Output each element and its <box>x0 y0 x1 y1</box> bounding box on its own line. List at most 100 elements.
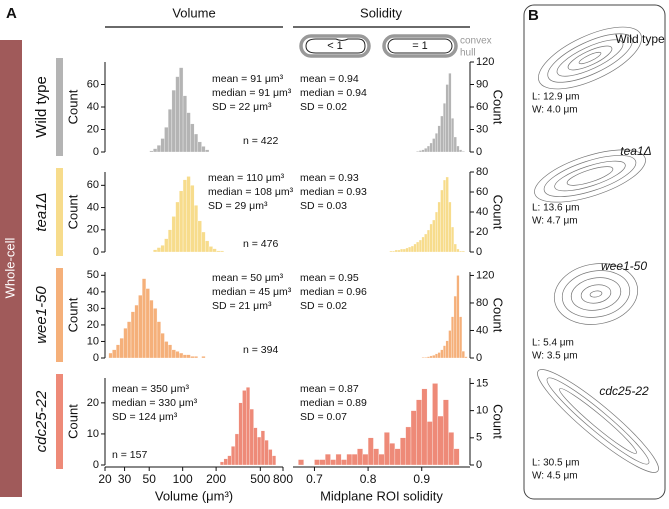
histogram-bar <box>392 250 396 253</box>
y-tick-label: 60 <box>476 101 488 113</box>
panel-b-frame <box>523 4 666 500</box>
histogram-bar <box>171 216 176 253</box>
histogram-bar <box>456 275 460 359</box>
histogram-bar <box>461 250 465 253</box>
histogram-bar <box>112 349 117 359</box>
x-tick-label: 100 <box>173 472 193 486</box>
y-tick-label: 0 <box>476 352 482 364</box>
histogram-bar <box>451 226 455 253</box>
histogram-bar <box>437 201 441 253</box>
stat-annotation: mean = 350 μm³ <box>112 383 189 395</box>
histogram-bar <box>453 243 457 253</box>
column-header: Volume <box>172 5 215 20</box>
histogram-bar <box>167 344 173 359</box>
histogram-bar <box>314 459 320 466</box>
stat-annotation: mean = 91 μm³ <box>212 73 284 85</box>
histogram-bar <box>429 355 433 359</box>
y-tick-label: 120 <box>476 269 494 281</box>
stat-annotation: median = 330 μm³ <box>112 397 198 409</box>
y-tick-label: 10 <box>87 335 99 347</box>
histogram-bar <box>182 95 187 153</box>
histogram-bar <box>443 399 449 466</box>
histogram-bar <box>413 243 417 253</box>
y-tick-label: 80 <box>476 166 488 178</box>
histogram-bar <box>373 448 379 466</box>
histogram-bar <box>130 311 135 359</box>
histogram-bar <box>167 109 173 153</box>
histogram-bar <box>357 448 363 466</box>
cell-length: L: 13.6 μm <box>532 203 579 214</box>
x-tick-label: 0.9 <box>413 472 430 486</box>
n-annotation: n = 476 <box>243 238 278 250</box>
histogram-bar <box>434 133 438 153</box>
histogram-bar <box>179 190 184 253</box>
histogram-bar <box>432 355 436 359</box>
histogram-bar <box>384 432 390 466</box>
histogram-bar <box>242 390 247 466</box>
histogram-bar <box>194 356 199 359</box>
histogram-bar <box>378 453 385 466</box>
y-tick-label: 0 <box>476 146 482 158</box>
histogram-bar <box>264 439 269 466</box>
y-tick-label: 50 <box>87 269 99 281</box>
histogram-bar <box>325 453 331 466</box>
histogram-bar <box>426 145 430 153</box>
stat-annotation: median = 45 μm³ <box>212 286 292 298</box>
histogram-bar <box>440 349 444 359</box>
histogram-bar <box>410 245 414 253</box>
histogram-bar <box>445 176 449 253</box>
histogram-bar <box>179 67 184 153</box>
stat-annotation: SD = 22 μm³ <box>212 101 272 113</box>
histogram-bar <box>116 344 120 359</box>
y-axis-label: Count <box>491 195 506 230</box>
convex-hull-icons: < 1 = 1 convex hull <box>299 34 492 59</box>
y-tick-label: 30 <box>476 123 488 135</box>
histogram-bar <box>424 148 428 153</box>
histogram-bar <box>153 148 158 153</box>
y-tick-label: 0 <box>93 459 99 471</box>
histogram-bar <box>443 179 447 253</box>
panel-label: A <box>6 5 17 22</box>
histogram-bar <box>134 304 139 359</box>
histogram-bar <box>432 219 436 253</box>
histogram-bar <box>197 141 202 153</box>
histogram-bar <box>249 408 254 466</box>
y-tick-label: 80 <box>476 297 488 309</box>
y-tick-label: 0 <box>93 352 99 364</box>
stat-annotation: SD = 0.03 <box>300 200 347 212</box>
stat-annotation: median = 0.89 <box>300 397 367 409</box>
histogram-bar <box>164 238 169 253</box>
row-color-bar <box>56 168 63 256</box>
histogram-bar <box>351 453 358 466</box>
hull-label: < 1 <box>327 40 343 52</box>
y-tick-label: 40 <box>87 201 99 213</box>
histogram-bar <box>421 149 425 153</box>
column-header: Solidity <box>360 5 402 20</box>
histogram-bar <box>459 149 463 153</box>
stat-annotation: median = 91 μm³ <box>212 87 292 99</box>
histogram-bar <box>426 229 430 253</box>
histogram-bar <box>182 354 187 359</box>
cell-width: W: 3.5 μm <box>532 351 578 362</box>
y-tick-label: 60 <box>87 179 99 191</box>
histogram-bar <box>429 223 433 253</box>
y-tick-label: 20 <box>87 123 99 135</box>
histogram-bar <box>448 73 452 153</box>
histogram-bar <box>167 229 173 253</box>
y-tick-label: 20 <box>87 224 99 236</box>
y-axis-label: Count <box>65 194 80 229</box>
y-tick-label: 15 <box>476 377 488 389</box>
histogram-bar <box>175 351 180 359</box>
histogram-bar <box>421 236 425 253</box>
histogram-bar <box>434 353 438 359</box>
cell-name: tea1Δ <box>620 144 651 158</box>
stat-annotation: SD = 0.02 <box>300 300 347 312</box>
histogram-bar <box>424 357 428 359</box>
group-label: Whole-cell <box>2 238 17 299</box>
histogram-bar <box>416 399 422 466</box>
row-label: cdc25-22 <box>33 390 50 452</box>
histogram-bar <box>426 421 433 466</box>
histogram-bar <box>268 449 273 466</box>
histogram-bar <box>238 402 243 466</box>
histogram-bar <box>223 458 228 466</box>
